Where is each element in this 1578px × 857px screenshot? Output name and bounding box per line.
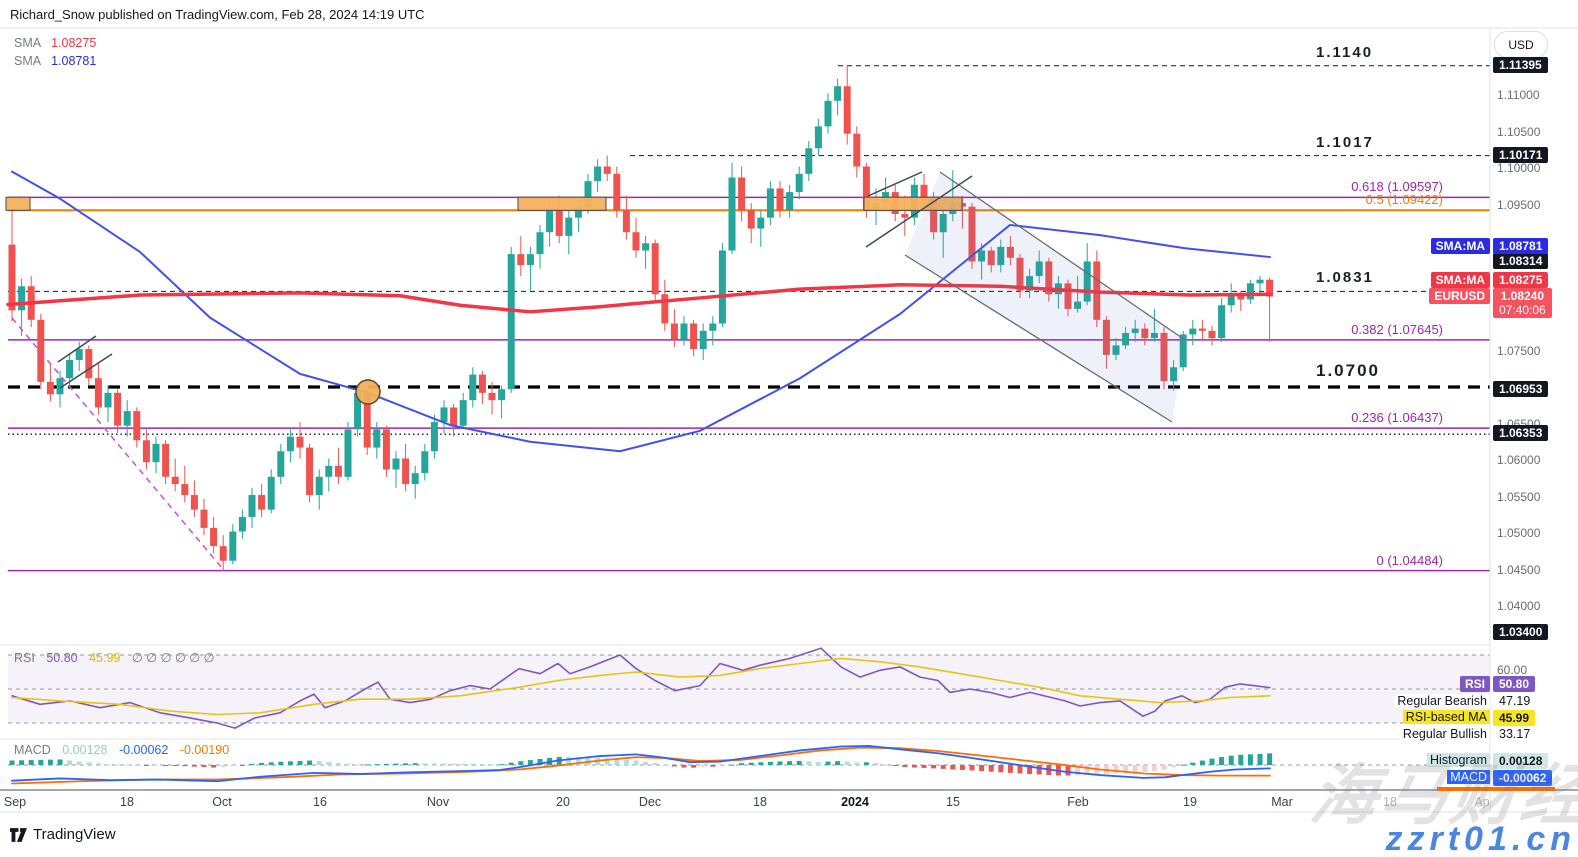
macd-signal-value: -0.00190 (179, 743, 230, 757)
time-axis-label: 2024 (841, 795, 869, 809)
price-tick: 1.10500 (1497, 124, 1541, 139)
rsi-value: 50.80 (46, 651, 78, 665)
rsi-indicator-legend[interactable]: RSI 50.80 45.99 ∅ ∅ ∅ ∅ ∅ ∅ (14, 650, 215, 665)
price-level-chip: 1.08314 (1493, 253, 1549, 269)
fib-label: 0.382 (1.07645) (1351, 321, 1443, 337)
histogram-chip-value: 0.00128 (1493, 753, 1549, 769)
time-axis-label: Nov (426, 795, 450, 809)
macd-label: MACD (14, 743, 51, 757)
symbol-name-chip: EURUSD (1429, 288, 1490, 304)
price-level-chip: 1.11395 (1493, 57, 1548, 74)
price-tick: 1.04500 (1497, 562, 1541, 577)
macd-chip-value: -0.00062 (1493, 770, 1553, 786)
signal-chip-clipped (1437, 787, 1555, 791)
price-annotation: 1.0831 (1316, 269, 1374, 287)
fib-label: 0 (1.04484) (1376, 552, 1444, 568)
fib-label: 0.5 (1.09422) (1365, 192, 1443, 208)
sma2-value: 1.08781 (51, 54, 97, 68)
macd-line-value: -0.00062 (118, 743, 169, 757)
time-axis-label: 20 (556, 795, 570, 809)
rsi-empty-slots: ∅ ∅ ∅ ∅ ∅ ∅ (131, 651, 215, 665)
time-axis-label: 18 (1383, 795, 1397, 809)
rsi-ma-value: 45.99 (89, 651, 121, 665)
macd-chip: MACD (1447, 770, 1490, 784)
tradingview-brand[interactable]: TradingView (33, 826, 116, 843)
sma-blue-value-chip: 1.08781 (1493, 238, 1549, 254)
fib-label: 0.236 (1.06437) (1351, 410, 1443, 426)
sma-blue-name-chip: SMA:MA (1430, 238, 1490, 254)
regular-bullish-value: 33.17 (1499, 727, 1531, 741)
time-axis-label: Dec (638, 795, 662, 809)
price-level-chip: 1.10171 (1493, 146, 1549, 163)
sma-legend-row-2[interactable]: SMA 1.08781 (14, 52, 96, 70)
sma1-label: SMA (14, 36, 42, 50)
sma-red-name-chip: SMA:MA (1430, 272, 1490, 288)
regular-bearish-label: Regular Bearish (1394, 694, 1490, 708)
price-tick: 1.10000 (1497, 161, 1541, 175)
time-axis-label: 19 (1183, 795, 1197, 809)
tradingview-logo-icon[interactable] (10, 826, 30, 844)
publish-header: Richard_Snow published on TradingView.co… (10, 7, 425, 22)
time-axis-label: Sep (3, 795, 27, 809)
time-axis-label: 15 (946, 795, 960, 809)
rsi-chip-value: 50.80 (1493, 676, 1536, 692)
time-axis-label: Mar (1271, 795, 1293, 809)
sma-legend[interactable]: SMA 1.08275 SMA 1.08781 (14, 34, 96, 70)
price-tick: 1.11000 (1497, 88, 1540, 102)
regular-bearish-value: 47.19 (1499, 694, 1531, 708)
macd-hist-value: 0.00128 (62, 743, 108, 757)
price-tick: 1.05000 (1497, 526, 1541, 540)
time-axis-label: Ap (1474, 795, 1490, 809)
regular-bullish-label: Regular Bullish (1399, 727, 1490, 741)
rsi-chip: RSI (1459, 676, 1490, 692)
rsi-based-ma-chip: RSI-based MA (1402, 710, 1490, 724)
price-tick: 1.04000 (1497, 599, 1541, 613)
histogram-chip: Histogram (1427, 753, 1490, 767)
sma1-value: 1.08275 (51, 36, 97, 50)
rsi-based-ma-value: 45.99 (1493, 710, 1536, 726)
rsi-label: RSI (14, 651, 35, 665)
currency-toggle-button[interactable]: USD (1494, 31, 1548, 58)
price-annotation: 1.0700 (1316, 361, 1380, 380)
sma2-label: SMA (14, 54, 42, 68)
price-level-chip: 1.03400 (1493, 624, 1549, 640)
macd-indicator-legend[interactable]: MACD 0.00128 -0.00062 -0.00190 (14, 743, 229, 757)
price-level-chip: 1.06353 (1493, 425, 1549, 442)
symbol-price-chip: 1.08240 07:40:06 (1493, 288, 1552, 318)
time-axis-label: 16 (313, 795, 327, 809)
price-tick: 1.06000 (1497, 453, 1541, 467)
rsi-scale-tick: 60.00 (1497, 663, 1528, 677)
price-tick: 1.09500 (1497, 197, 1541, 212)
price-level-chip: 1.06953 (1493, 381, 1549, 398)
bar-countdown: 07:40:06 (1499, 303, 1546, 317)
symbol-last-price: 1.08240 (1500, 289, 1545, 303)
watermark-url: zzrt01.cn (1385, 820, 1576, 857)
price-annotation: 1.1140 (1316, 43, 1374, 61)
price-annotation: 1.1017 (1316, 133, 1374, 151)
price-tick: 1.07500 (1497, 343, 1541, 358)
time-axis-label: 18 (120, 795, 134, 809)
time-axis-label: Oct (212, 795, 232, 809)
fib-label: 0.618 (1.09597) (1351, 179, 1443, 195)
price-tick: 1.05500 (1497, 489, 1541, 504)
time-axis-label: Feb (1067, 795, 1089, 809)
sma-red-value-chip: 1.08275 (1493, 272, 1549, 288)
sma-legend-row-1[interactable]: SMA 1.08275 (14, 34, 96, 52)
time-axis-label: 18 (753, 795, 767, 809)
